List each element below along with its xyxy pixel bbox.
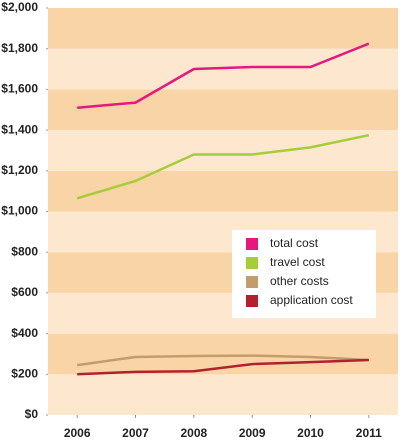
x-tick-label: 2011 [356,426,382,440]
x-tick-label: 2008 [180,426,207,440]
x-tick-label: 2009 [239,426,266,440]
x-tick-label: 2007 [122,426,149,440]
y-tick-label: $200 [11,366,38,380]
series-line [76,133,370,200]
legend-swatch [246,276,258,288]
y-tick-label: $0 [25,407,39,421]
legend-label: travel cost [270,255,325,269]
legend-label: total cost [270,236,319,250]
series-line [77,42,370,109]
x-tick-label: 2010 [297,426,324,440]
series-line [77,358,369,376]
legend-label: other costs [270,274,329,288]
y-tick-label: $800 [11,244,38,258]
y-tick-label: $1,600 [1,82,38,96]
grid-band [48,170,398,212]
series-line [76,354,369,367]
y-tick-label: $2,000 [1,0,38,14]
legend: total cost travel cost other costs applicat… [232,230,376,318]
y-tick-label: $1,000 [1,204,38,218]
y-tick-label: $600 [11,285,38,299]
y-tick-label: $1,400 [1,122,38,136]
grid-band [48,130,398,171]
y-tick-label: $1,200 [1,163,38,177]
x-tick-label: 2006 [64,426,91,440]
grid-band [48,89,398,131]
grid-band [48,8,398,49]
y-tick-label: $400 [11,326,38,340]
legend-swatch [246,257,258,269]
legend-swatch [246,295,258,307]
legend-label: application cost [270,293,353,307]
y-tick-label: $1,800 [1,41,38,55]
grid-band [48,374,398,415]
legend-swatch [246,238,258,250]
